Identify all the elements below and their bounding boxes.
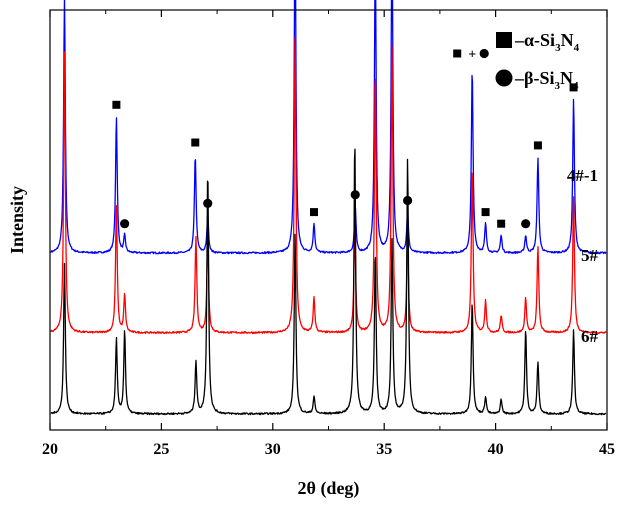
x-axis-title: 2θ (deg) (298, 478, 360, 499)
legend-circle-icon (495, 69, 513, 87)
trace-5# (50, 37, 607, 335)
alpha-phase-marker (112, 100, 121, 109)
series-label: 6# (581, 327, 599, 346)
legend-label: –α-Si3N4 (514, 30, 580, 54)
alpha-phase-marker (569, 83, 578, 92)
alpha-phase-marker (481, 208, 490, 217)
legend-label: –β-Si3N4 (514, 68, 579, 92)
phase-annotations: + (112, 48, 578, 229)
alpha-phase-marker (310, 208, 319, 217)
x-tick-label: 20 (42, 441, 58, 458)
series-labels: 4#-1 5# 6# (567, 166, 599, 346)
y-axis-title: Intensity (7, 186, 27, 254)
alpha-phase-marker (497, 219, 506, 228)
beta-phase-marker (350, 190, 360, 200)
x-tick-label: 25 (153, 441, 169, 458)
x-tick-label: 30 (265, 441, 281, 458)
series-label: 4#-1 (567, 166, 598, 185)
alpha-phase-marker (453, 49, 462, 58)
beta-phase-marker (521, 219, 531, 229)
x-tick-label: 45 (599, 441, 615, 458)
trace-6# (50, 148, 607, 416)
series-traces (50, 0, 607, 416)
alpha-phase-marker (533, 141, 542, 150)
x-tick-label: 35 (376, 441, 392, 458)
beta-phase-marker (203, 198, 213, 208)
plus-sign: + (468, 48, 476, 63)
x-tick-label: 40 (488, 441, 504, 458)
trace-4#-1 (50, 0, 607, 255)
beta-phase-marker (120, 219, 130, 229)
legend-square-icon (496, 32, 512, 48)
x-axis: 20 25 30 35 40 45 (42, 10, 615, 458)
series-label: 5# (581, 246, 599, 265)
legend: –α-Si3N4 –β-Si3N4 (495, 30, 580, 92)
alpha-phase-marker (191, 138, 200, 147)
beta-phase-marker (402, 195, 413, 206)
beta-phase-marker (479, 48, 489, 59)
